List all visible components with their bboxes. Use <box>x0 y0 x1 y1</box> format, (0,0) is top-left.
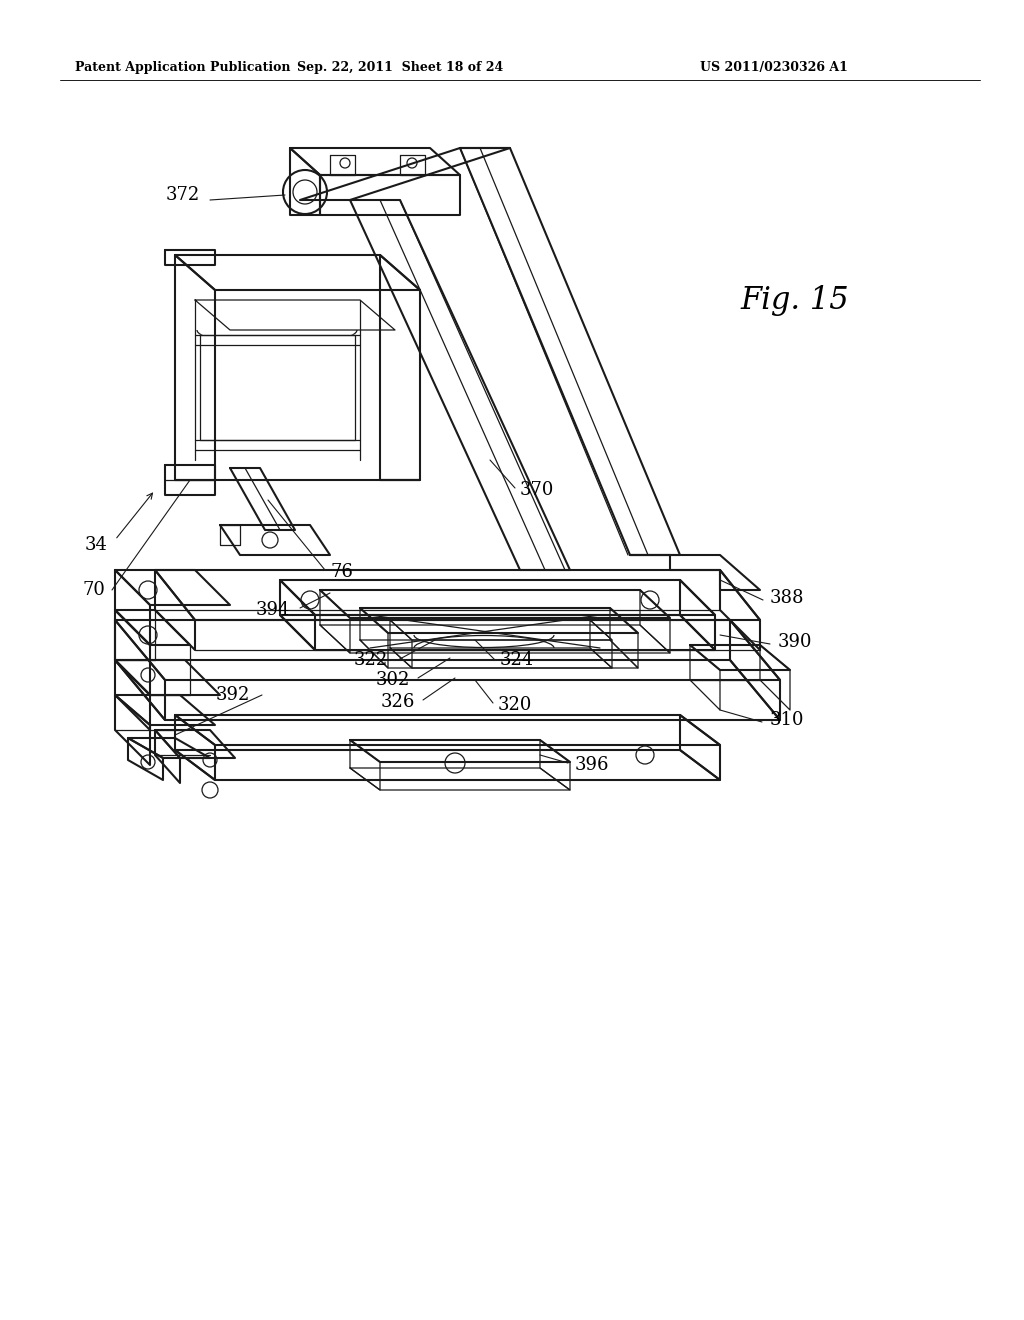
Polygon shape <box>330 154 355 176</box>
Polygon shape <box>540 741 570 789</box>
Polygon shape <box>319 590 670 618</box>
Text: 396: 396 <box>575 756 609 774</box>
Polygon shape <box>115 570 230 605</box>
Polygon shape <box>680 579 715 649</box>
Polygon shape <box>730 620 780 719</box>
Polygon shape <box>610 609 638 668</box>
Polygon shape <box>195 300 395 330</box>
Text: 388: 388 <box>770 589 805 607</box>
Text: 390: 390 <box>778 634 812 651</box>
Polygon shape <box>590 620 612 668</box>
Text: 326: 326 <box>381 693 415 711</box>
Polygon shape <box>155 570 760 620</box>
Polygon shape <box>280 615 715 649</box>
Polygon shape <box>175 255 215 480</box>
Text: Fig. 15: Fig. 15 <box>740 285 849 315</box>
Polygon shape <box>360 640 638 668</box>
Polygon shape <box>350 741 380 789</box>
Polygon shape <box>390 620 412 668</box>
Polygon shape <box>720 570 760 649</box>
Polygon shape <box>220 525 240 545</box>
Polygon shape <box>115 610 150 696</box>
Polygon shape <box>155 570 195 649</box>
Text: 70: 70 <box>82 581 105 599</box>
Polygon shape <box>155 730 234 758</box>
Polygon shape <box>175 715 215 780</box>
Polygon shape <box>640 590 670 653</box>
Polygon shape <box>400 154 425 176</box>
Text: 76: 76 <box>330 564 353 581</box>
Polygon shape <box>280 579 715 615</box>
Polygon shape <box>155 730 180 783</box>
Polygon shape <box>115 660 780 719</box>
Polygon shape <box>175 750 720 780</box>
Polygon shape <box>350 768 570 789</box>
Polygon shape <box>115 620 780 680</box>
Polygon shape <box>200 335 355 440</box>
Polygon shape <box>230 469 295 531</box>
Text: Patent Application Publication: Patent Application Publication <box>75 62 291 74</box>
Polygon shape <box>350 201 570 570</box>
Polygon shape <box>115 660 150 730</box>
Polygon shape <box>128 738 163 780</box>
Polygon shape <box>165 249 215 265</box>
Polygon shape <box>690 645 790 671</box>
Text: 370: 370 <box>520 480 554 499</box>
Polygon shape <box>319 176 460 215</box>
Text: 372: 372 <box>166 186 200 205</box>
Text: 34: 34 <box>85 536 108 554</box>
Text: US 2011/0230326 A1: US 2011/0230326 A1 <box>700 62 848 74</box>
Polygon shape <box>280 579 315 649</box>
Polygon shape <box>680 715 720 780</box>
Text: 320: 320 <box>498 696 532 714</box>
Polygon shape <box>360 609 638 634</box>
Polygon shape <box>390 648 612 668</box>
Polygon shape <box>115 696 150 766</box>
Polygon shape <box>319 590 350 653</box>
Polygon shape <box>760 645 790 710</box>
Polygon shape <box>115 660 220 696</box>
Polygon shape <box>290 148 319 215</box>
Polygon shape <box>115 610 190 645</box>
Text: 322: 322 <box>353 651 388 669</box>
Polygon shape <box>115 696 215 725</box>
Text: Sep. 22, 2011  Sheet 18 of 24: Sep. 22, 2011 Sheet 18 of 24 <box>297 62 503 74</box>
Text: 324: 324 <box>500 651 535 669</box>
Polygon shape <box>175 255 420 290</box>
Polygon shape <box>115 570 150 645</box>
Polygon shape <box>300 148 510 201</box>
Polygon shape <box>360 609 388 668</box>
Polygon shape <box>460 148 680 554</box>
Polygon shape <box>630 554 760 590</box>
Text: 310: 310 <box>770 711 805 729</box>
Polygon shape <box>115 620 165 719</box>
Polygon shape <box>290 148 460 176</box>
Text: 394: 394 <box>256 601 290 619</box>
Polygon shape <box>390 620 612 640</box>
Polygon shape <box>220 525 330 554</box>
Polygon shape <box>380 255 420 480</box>
Polygon shape <box>690 645 720 710</box>
Polygon shape <box>165 465 215 495</box>
Polygon shape <box>319 624 670 653</box>
Polygon shape <box>175 715 720 744</box>
Polygon shape <box>128 738 210 758</box>
Text: 302: 302 <box>376 671 410 689</box>
Text: 392: 392 <box>216 686 250 704</box>
Polygon shape <box>350 741 570 762</box>
